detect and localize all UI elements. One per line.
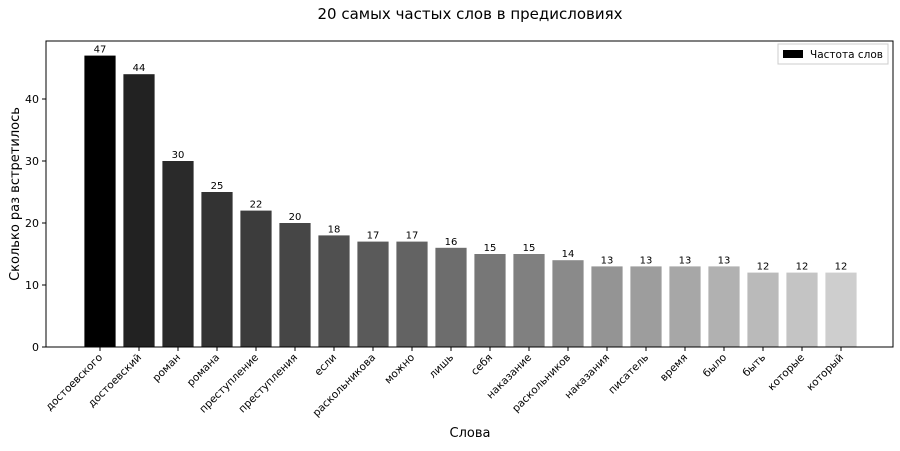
bar-время [669, 266, 701, 347]
bar-наказания [591, 266, 623, 347]
value-label: 16 [445, 237, 458, 248]
value-label: 20 [289, 212, 302, 223]
value-label: 17 [406, 231, 419, 242]
value-label: 13 [601, 255, 614, 266]
bar-раскольников [552, 260, 584, 347]
bar-которые [786, 272, 818, 347]
value-label: 44 [133, 63, 146, 74]
bar-который [825, 272, 857, 347]
bar-быть [747, 272, 779, 347]
bar-было [708, 266, 740, 347]
y-tick-label: 20 [25, 217, 39, 230]
bars-layer [84, 55, 857, 347]
value-label: 12 [757, 262, 770, 273]
y-axis-label: Сколько раз встретилось [8, 107, 23, 281]
legend: Частота слов [777, 43, 889, 65]
bar-достоевского [84, 55, 116, 347]
value-label: 18 [328, 224, 341, 235]
value-label: 22 [250, 200, 263, 211]
x-tick-label: если [312, 352, 339, 379]
value-label: 30 [172, 150, 185, 161]
bar-наказание [513, 254, 545, 347]
x-tick-label: роман [150, 352, 183, 385]
value-label: 17 [367, 231, 380, 242]
bar-романа [201, 192, 233, 347]
bar-достоевский [123, 74, 155, 347]
bar-можно [396, 241, 428, 347]
value-label: 15 [523, 243, 536, 254]
x-tick-label: было [701, 352, 729, 380]
y-tick-label: 0 [32, 341, 39, 354]
y-tick-label: 30 [25, 155, 39, 168]
legend-box [777, 43, 889, 65]
value-label: 47 [94, 45, 107, 56]
value-label: 12 [835, 262, 848, 273]
bar-роман [162, 161, 194, 347]
bar-преступления [279, 223, 311, 347]
value-labels-layer: 47 44 30 25 22 20 18 17 17 16 15 15 14 13 13 13 13 12 12 12 [94, 45, 848, 273]
x-tick-label: которые [766, 352, 808, 394]
bar-если [318, 235, 350, 347]
bar-лишь [435, 247, 467, 347]
x-axis-label: Слова [450, 426, 491, 441]
value-label: 15 [484, 243, 497, 254]
y-tick-label: 40 [25, 93, 39, 106]
legend-swatch [783, 50, 803, 58]
x-tick-label: романа [185, 352, 222, 389]
x-tick-label: лишь [427, 352, 456, 381]
x-tick-label: время [658, 352, 690, 384]
x-tick-label: который [804, 352, 846, 394]
plot-frame [45, 40, 894, 348]
bar-себя [474, 254, 506, 347]
x-tick-label: себя [469, 352, 495, 378]
value-label: 13 [640, 255, 653, 266]
bar-преступление [240, 210, 272, 347]
value-label: 14 [562, 249, 575, 260]
x-tick-label: быть [740, 352, 768, 380]
value-label: 13 [718, 255, 731, 266]
legend-label: Частота слов [810, 49, 883, 61]
chart-title: 20 самых частых слов в предисловиях [317, 5, 622, 23]
y-tick-label: 10 [25, 279, 39, 292]
bar-раскольникова [357, 241, 389, 347]
bar-писатель [630, 266, 662, 347]
value-label: 13 [679, 255, 692, 266]
x-tick-label: можно [382, 352, 417, 387]
value-label: 12 [796, 262, 809, 273]
x-tick-label: писатель [606, 352, 651, 397]
y-axis: 0 10 20 30 40 [25, 93, 46, 354]
value-label: 25 [211, 181, 224, 192]
